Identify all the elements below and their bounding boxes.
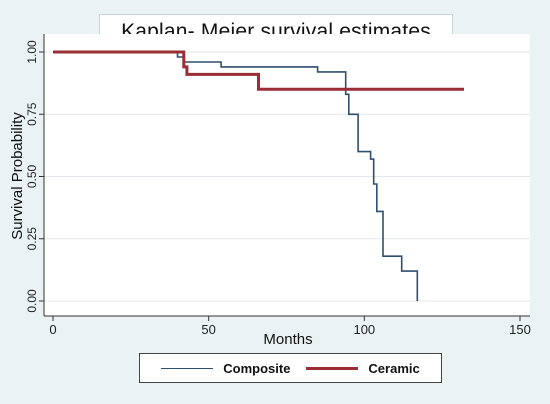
y-tick-label-1: 0.25 (25, 227, 39, 251)
legend-label-composite: Composite (223, 360, 291, 376)
legend-label-ceramic: Ceramic (368, 360, 420, 376)
x-axis-label: Months (263, 331, 312, 348)
y-tick-label-4: 1.00 (25, 40, 39, 64)
legend-swatch-ceramic (306, 366, 359, 370)
y-tick-label-3: 0.75 (25, 102, 39, 126)
y-tick-label-2: 0.50 (25, 164, 39, 188)
x-tick-label-1: 50 (201, 322, 215, 337)
legend-swatch-composite (161, 367, 214, 369)
legend-item-ceramic: Ceramic (306, 360, 420, 376)
y-axis-label: Survival Probability (9, 112, 26, 240)
legend: Composite Ceramic (139, 353, 442, 383)
legend-item-composite: Composite (161, 361, 290, 376)
x-tick-label-2: 100 (353, 322, 375, 337)
x-tick-label-3: 150 (509, 322, 531, 337)
series-line-composite (53, 51, 419, 301)
axes: 0 50 100 150 0.00 0.25 0.50 0.75 1.00 (25, 34, 531, 337)
y-tick-label-0: 0.00 (25, 289, 39, 313)
x-tick-label-0: 0 (49, 322, 56, 337)
series-layer (53, 50, 464, 301)
plot-background (44, 34, 530, 316)
series-line-ceramic (53, 50, 464, 91)
